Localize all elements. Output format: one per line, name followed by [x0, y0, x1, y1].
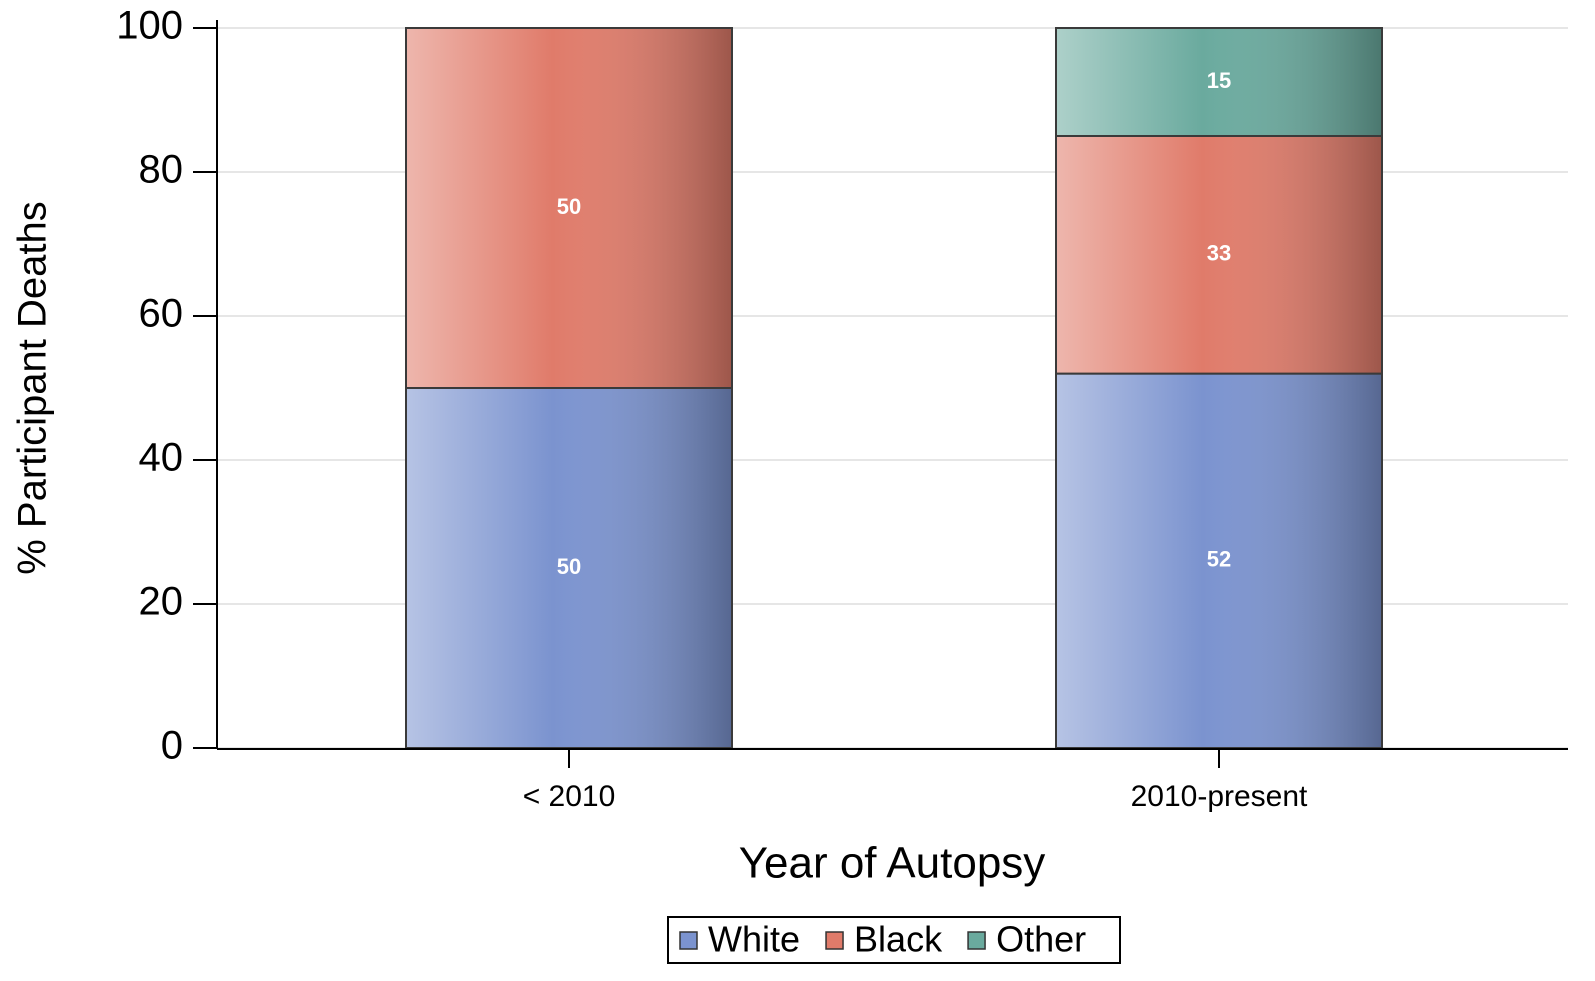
bar-shading: [405, 27, 733, 389]
x-tick-label: < 2010: [523, 780, 616, 813]
y-tick-label: 0: [161, 724, 183, 768]
x-tick-label: 2010-present: [1131, 780, 1308, 813]
data-label: 50: [557, 554, 581, 579]
legend-box: [667, 916, 1121, 964]
y-axis-title: % Participant Deaths: [11, 201, 55, 575]
data-label: 15: [1207, 68, 1231, 93]
y-tick-label: 80: [139, 148, 184, 192]
bar-shading: [1055, 372, 1383, 749]
legend-swatch: [967, 931, 986, 950]
data-label: 33: [1207, 241, 1231, 266]
bar-shading: [1055, 135, 1383, 375]
data-label: 52: [1207, 547, 1231, 572]
y-tick-label: 60: [139, 292, 184, 336]
legend-label: White: [708, 919, 800, 960]
bar-shading: [1055, 27, 1383, 137]
y-tick-label: 100: [116, 4, 183, 48]
y-tick-label: 40: [139, 436, 184, 480]
legend-label: Black: [854, 919, 943, 960]
legend-swatch: [679, 931, 698, 950]
x-axis-title: Year of Autopsy: [739, 839, 1046, 888]
legend-label: Other: [996, 919, 1086, 960]
data-label: 50: [557, 194, 581, 219]
y-tick-label: 20: [139, 580, 184, 624]
legend-swatch: [825, 931, 844, 950]
